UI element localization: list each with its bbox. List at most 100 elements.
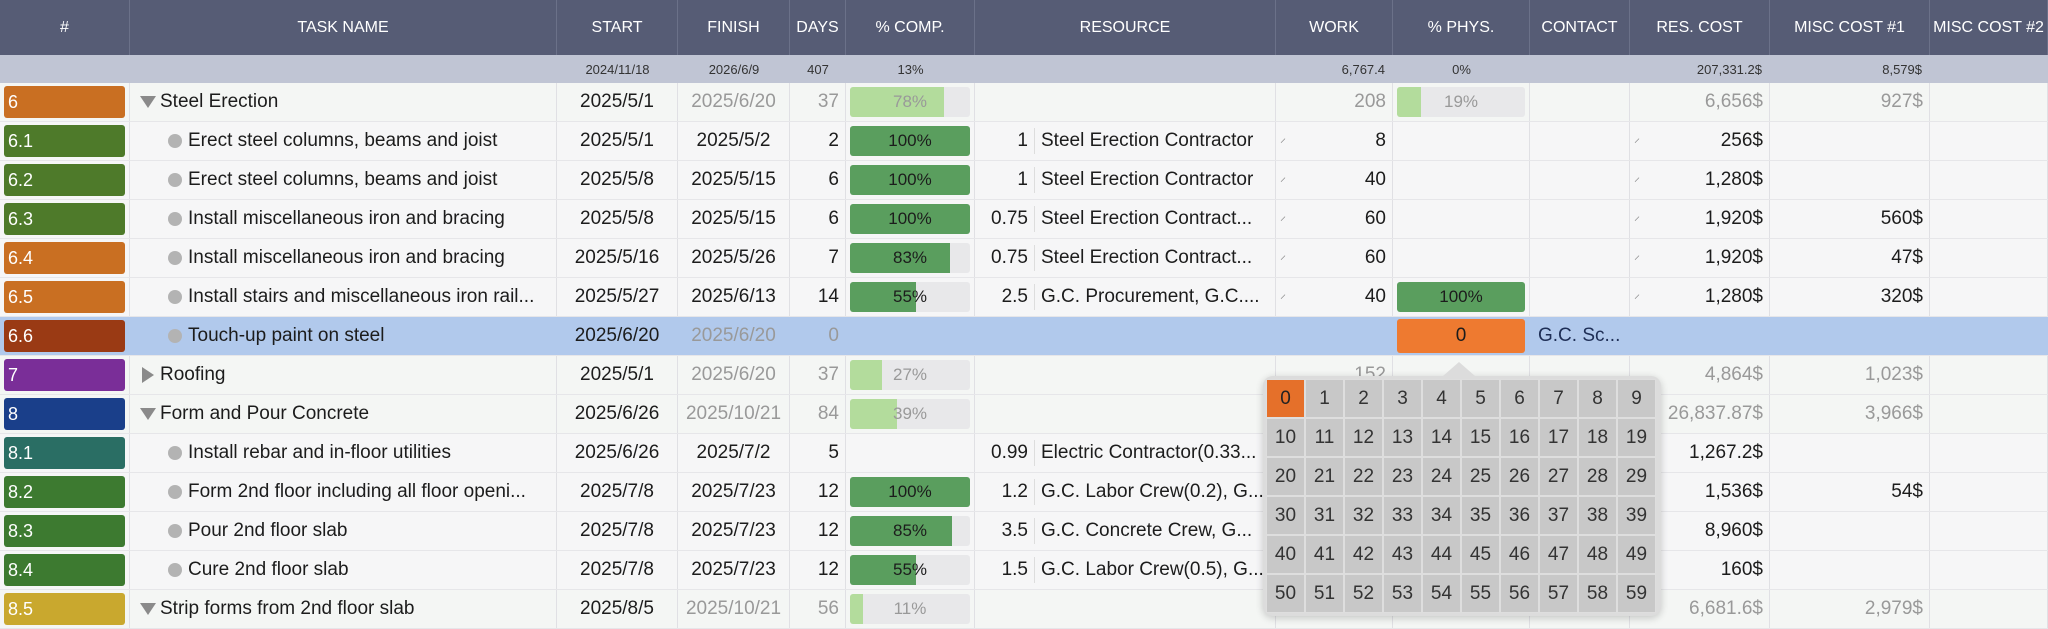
cell-8[interactable] [1393,122,1530,160]
cell-0[interactable]: 6.6 [0,317,130,355]
cell-1[interactable]: Install miscellaneous iron and bracing [130,200,557,238]
cell-2[interactable]: 2025/6/26 [557,395,678,433]
cell-0[interactable]: 8.3 [0,512,130,550]
picker-option-41[interactable]: 41 [1305,535,1344,574]
cell-3[interactable]: 2025/6/13 [678,278,790,316]
cell-5[interactable]: 100% [846,122,975,160]
cell-0[interactable]: 8 [0,395,130,433]
column-header-1[interactable]: TASK NAME [130,0,557,55]
cell-7[interactable] [1276,317,1393,355]
cell-5[interactable]: 55% [846,278,975,316]
column-header-12[interactable]: MISC COST #2 [1930,0,2048,55]
cell-1[interactable]: Install stairs and miscellaneous iron ra… [130,278,557,316]
picker-option-33[interactable]: 33 [1383,496,1422,535]
picker-option-49[interactable]: 49 [1617,535,1656,574]
cell-6[interactable]: 1 Steel Erection Contractor [975,122,1276,160]
cell-7[interactable]: ⸍ 60 [1276,200,1393,238]
cell-9[interactable] [1530,278,1630,316]
expand-triangle-icon[interactable] [142,367,154,383]
cell-12[interactable] [1930,317,2048,355]
cell-9[interactable] [1530,122,1630,160]
cell-1[interactable]: Form and Pour Concrete [130,395,557,433]
cell-2[interactable]: 2025/5/1 [557,356,678,394]
cell-2[interactable]: 2025/6/26 [557,434,678,472]
cell-5[interactable]: 78% [846,83,975,121]
cell-12[interactable] [1930,590,2048,628]
table-row[interactable]: 8.4 Cure 2nd floor slab 2025/7/8 2025/7/23 1… [0,551,2048,590]
cell-12[interactable] [1930,551,2048,589]
cell-2[interactable]: 2025/8/5 [557,590,678,628]
collapse-triangle-icon[interactable] [140,96,156,108]
table-row[interactable]: 8.5 Strip forms from 2nd floor slab 2025/8… [0,590,2048,629]
cell-3[interactable]: 2025/10/21 [678,395,790,433]
picker-option-18[interactable]: 18 [1578,418,1617,457]
cell-11[interactable] [1770,551,1930,589]
cell-12[interactable] [1930,83,2048,121]
picker-option-6[interactable]: 6 [1500,379,1539,418]
table-row[interactable]: 8 Form and Pour Concrete 2025/6/26 2025/10/… [0,395,2048,434]
cell-4[interactable]: 0 [790,317,846,355]
column-header-5[interactable]: % COMP. [846,0,975,55]
picker-option-9[interactable]: 9 [1617,379,1656,418]
cell-0[interactable]: 8.1 [0,434,130,472]
cell-11[interactable] [1770,317,1930,355]
cell-3[interactable]: 2025/7/23 [678,551,790,589]
column-header-0[interactable]: # [0,0,130,55]
picker-option-58[interactable]: 58 [1578,574,1617,613]
picker-option-42[interactable]: 42 [1344,535,1383,574]
table-row[interactable]: 6.4 Install miscellaneous iron and bracin… [0,239,2048,278]
cell-3[interactable]: 2025/5/15 [678,161,790,199]
cell-10[interactable]: ⸍ 256$ [1630,122,1770,160]
cell-1[interactable]: Erect steel columns, beams and joist [130,161,557,199]
cell-5[interactable]: 27% [846,356,975,394]
cell-5[interactable] [846,317,975,355]
cell-7[interactable]: ⸍ 60 [1276,239,1393,277]
cell-4[interactable]: 5 [790,434,846,472]
cell-4[interactable]: 12 [790,512,846,550]
cell-1[interactable]: Roofing [130,356,557,394]
cell-9[interactable] [1530,83,1630,121]
cell-4[interactable]: 12 [790,473,846,511]
cell-6[interactable]: 1.2 G.C. Labor Crew(0.2), G... [975,473,1276,511]
percent-complete-bar[interactable]: 100% [850,126,970,156]
picker-option-1[interactable]: 1 [1305,379,1344,418]
picker-option-20[interactable]: 20 [1266,457,1305,496]
cell-8[interactable]: 19% [1393,83,1530,121]
cell-11[interactable]: 47$ [1770,239,1930,277]
cell-8[interactable] [1393,200,1530,238]
cell-6[interactable]: 0.75 Steel Erection Contract... [975,239,1276,277]
cell-7[interactable]: ⸍ 8 [1276,122,1393,160]
picker-option-35[interactable]: 35 [1461,496,1500,535]
cell-12[interactable] [1930,512,2048,550]
picker-option-17[interactable]: 17 [1539,418,1578,457]
picker-option-25[interactable]: 25 [1461,457,1500,496]
percent-complete-bar[interactable]: 55% [850,555,970,585]
picker-option-40[interactable]: 40 [1266,535,1305,574]
cell-1[interactable]: Cure 2nd floor slab [130,551,557,589]
picker-option-57[interactable]: 57 [1539,574,1578,613]
picker-option-0[interactable]: 0 [1266,379,1305,418]
column-header-6[interactable]: RESOURCE [975,0,1276,55]
cell-3[interactable]: 2025/10/21 [678,590,790,628]
column-header-11[interactable]: MISC COST #1 [1770,0,1930,55]
cell-11[interactable]: 2,979$ [1770,590,1930,628]
cell-6[interactable] [975,83,1276,121]
picker-option-46[interactable]: 46 [1500,535,1539,574]
picker-option-22[interactable]: 22 [1344,457,1383,496]
cell-10[interactable]: ⸍ 1,920$ [1630,239,1770,277]
column-header-3[interactable]: FINISH [678,0,790,55]
cell-5[interactable]: 11% [846,590,975,628]
cell-0[interactable]: 8.2 [0,473,130,511]
cell-1[interactable]: Install rebar and in-floor utilities [130,434,557,472]
table-row[interactable]: 6 Steel Erection 2025/5/1 2025/6/20 37 78% 208… [0,83,2048,122]
physical-percent-bar[interactable]: 100% [1397,282,1525,312]
percent-complete-bar[interactable]: 27% [850,360,970,390]
table-row[interactable]: 6.5 Install stairs and miscellaneous iron… [0,278,2048,317]
cell-2[interactable]: 2025/7/8 [557,512,678,550]
picker-option-43[interactable]: 43 [1383,535,1422,574]
cell-12[interactable] [1930,161,2048,199]
cell-10[interactable]: ⸍ 1,280$ [1630,278,1770,316]
cell-1[interactable]: Steel Erection [130,83,557,121]
percent-complete-bar[interactable]: 85% [850,516,970,546]
cell-9[interactable] [1530,161,1630,199]
